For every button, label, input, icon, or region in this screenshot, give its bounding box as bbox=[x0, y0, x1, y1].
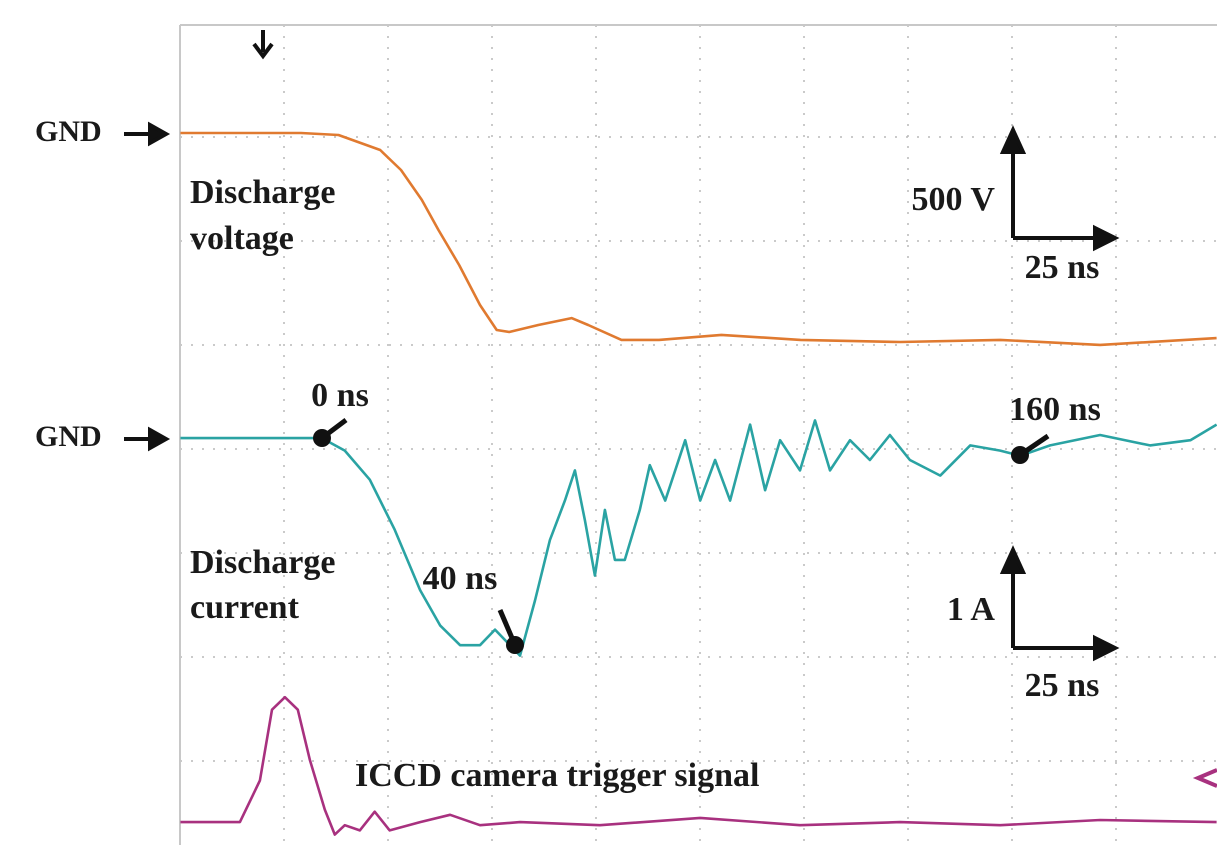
scale-label: 1 A bbox=[947, 591, 996, 628]
scale-label: 500 V bbox=[912, 181, 996, 218]
trace-line bbox=[180, 131, 1217, 347]
trace-label: voltage bbox=[190, 220, 294, 257]
traces bbox=[180, 131, 1217, 836]
trace-line bbox=[180, 695, 1217, 836]
marker-label: 0 ns bbox=[311, 377, 369, 414]
trace-label: current bbox=[190, 589, 300, 626]
trace-label: Discharge bbox=[190, 544, 335, 581]
gnd-arrow bbox=[124, 426, 171, 452]
time-marker: 40 ns bbox=[423, 560, 524, 654]
scale-bar bbox=[999, 125, 1120, 252]
time-marker: 160 ns bbox=[1009, 391, 1101, 464]
marker-label: 160 ns bbox=[1009, 391, 1101, 428]
channel-marker bbox=[1192, 768, 1217, 788]
marker-label: 40 ns bbox=[423, 560, 498, 597]
gnd-arrow bbox=[124, 121, 171, 147]
trace-label: ICCD camera trigger signal bbox=[355, 757, 759, 794]
trigger-arrow bbox=[252, 30, 274, 60]
scale-label: 25 ns bbox=[1025, 249, 1100, 286]
grid bbox=[180, 25, 1217, 845]
scale-label: 25 ns bbox=[1025, 667, 1100, 704]
trace-line bbox=[180, 419, 1217, 657]
gnd-label: GND bbox=[35, 115, 102, 148]
trace-label: Discharge bbox=[190, 174, 335, 211]
gnd-label: GND bbox=[35, 420, 102, 453]
time-marker: 0 ns bbox=[311, 377, 369, 447]
scale-bar bbox=[999, 545, 1120, 662]
